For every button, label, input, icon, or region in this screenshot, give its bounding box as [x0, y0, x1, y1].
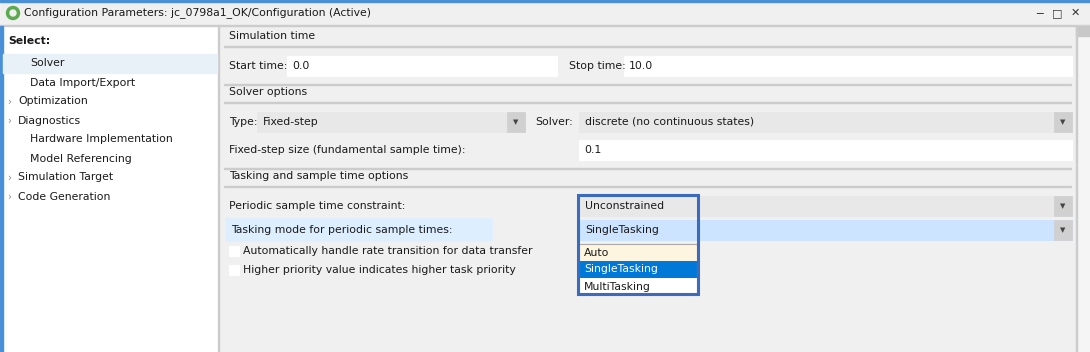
Bar	[578, 195, 698, 294]
Text: Diagnostics: Diagnostics	[19, 115, 81, 126]
Text: ▼: ▼	[1061, 227, 1066, 233]
Bar	[1054, 220, 1071, 240]
Text: SingleTasking: SingleTasking	[584, 264, 658, 275]
Text: 0.1: 0.1	[584, 145, 602, 155]
Circle shape	[7, 6, 20, 19]
Text: Solver: Solver	[31, 58, 64, 69]
Text: Tasking and sample time options: Tasking and sample time options	[229, 171, 409, 181]
Text: ›: ›	[7, 115, 11, 126]
Bar	[287, 56, 557, 76]
Text: discrete (no continuous states): discrete (no continuous states)	[585, 117, 754, 127]
Text: ›: ›	[7, 96, 11, 107]
Text: Solver:: Solver:	[535, 117, 572, 127]
Text: Auto: Auto	[584, 247, 609, 258]
Bar	[1054, 196, 1071, 216]
Bar	[579, 196, 1071, 216]
Bar	[507, 112, 525, 132]
Text: ▼: ▼	[513, 119, 519, 125]
Bar	[226, 219, 490, 240]
Text: Fixed-step size (fundamental sample time):: Fixed-step size (fundamental sample time…	[229, 145, 465, 155]
Bar	[219, 26, 1090, 352]
Bar	[579, 244, 697, 261]
Bar	[579, 244, 697, 295]
Text: ▼: ▼	[1061, 203, 1066, 209]
Text: ▼: ▼	[1061, 119, 1066, 125]
Text: Higher priority value indicates higher task priority: Higher priority value indicates higher t…	[243, 265, 516, 275]
Text: SingleTasking: SingleTasking	[585, 225, 658, 235]
Text: Start time:: Start time:	[229, 61, 288, 71]
Bar	[225, 102, 1071, 103]
Bar	[229, 246, 239, 256]
Text: Select:: Select:	[8, 36, 50, 46]
Text: 10.0: 10.0	[629, 61, 653, 71]
Text: ─: ─	[1037, 8, 1043, 18]
Bar	[225, 84, 1071, 85]
Text: Simulation Target: Simulation Target	[19, 172, 113, 182]
Bar	[225, 168, 1071, 169]
Text: Configuration Parameters: jc_0798a1_OK/Configuration (Active): Configuration Parameters: jc_0798a1_OK/C…	[24, 7, 371, 18]
Text: Tasking mode for periodic sample times:: Tasking mode for periodic sample times:	[231, 225, 452, 235]
Text: Optimization: Optimization	[19, 96, 88, 107]
Text: Model Referencing: Model Referencing	[31, 153, 132, 163]
Text: Data Import/Export: Data Import/Export	[31, 77, 135, 88]
Bar	[579, 278, 697, 295]
Bar	[579, 220, 1071, 240]
Bar	[0, 25, 1090, 26]
Text: Stop time:: Stop time:	[569, 61, 626, 71]
Text: ✕: ✕	[1070, 8, 1080, 18]
Bar	[225, 186, 1071, 187]
Text: Automatically handle rate transition for data transfer: Automatically handle rate transition for…	[243, 246, 533, 256]
Text: Periodic sample time constraint:: Periodic sample time constraint:	[229, 201, 405, 211]
Text: Code Generation: Code Generation	[19, 191, 110, 201]
Text: ›: ›	[7, 191, 11, 201]
Bar	[1076, 26, 1090, 352]
Bar	[0, 0, 1090, 26]
Text: Type:: Type:	[229, 117, 257, 127]
Bar	[623, 56, 1071, 76]
Bar	[579, 140, 1071, 160]
Bar	[579, 112, 1071, 132]
Bar	[579, 261, 697, 278]
Text: MultiTasking: MultiTasking	[584, 282, 651, 291]
Bar	[0, 0, 1090, 2]
Text: Hardware Implementation: Hardware Implementation	[31, 134, 172, 145]
Bar	[1054, 112, 1071, 132]
Bar	[0, 26, 3, 352]
Text: 0.0: 0.0	[292, 61, 310, 71]
Text: Solver options: Solver options	[229, 87, 307, 97]
Text: □: □	[1052, 8, 1063, 18]
Text: Simulation time: Simulation time	[229, 31, 315, 41]
Bar	[1076, 26, 1090, 36]
Bar	[3, 54, 217, 73]
Bar	[225, 46, 1071, 47]
Bar	[257, 112, 525, 132]
Text: ›: ›	[7, 172, 11, 182]
Text: Unconstrained: Unconstrained	[585, 201, 664, 211]
Bar	[229, 265, 239, 275]
Circle shape	[10, 10, 16, 16]
Text: Fixed-step: Fixed-step	[263, 117, 318, 127]
Bar	[0, 26, 218, 352]
